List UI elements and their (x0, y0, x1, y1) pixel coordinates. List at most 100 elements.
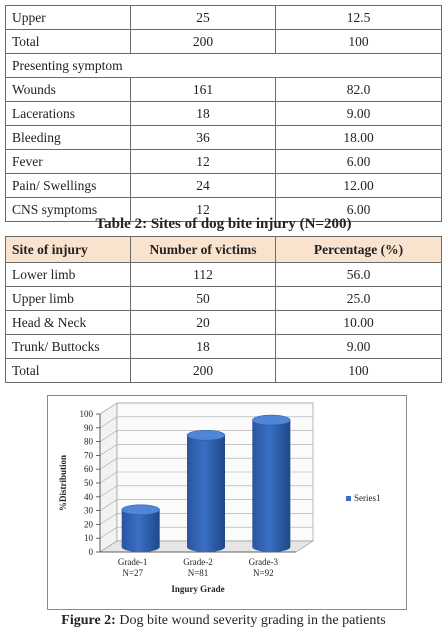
cell-count: 20 (130, 310, 276, 335)
table-row: Trunk/ Buttocks 18 9.00 (5, 334, 442, 359)
bar-chart: 0 10 20 30 40 50 60 70 80 90 100 Grade-1N=27 Grade-2… (58, 402, 381, 594)
x-tick-label: Grade-3 (249, 557, 279, 567)
table-1: Upper 25 12.5 Total 200 100 Presenting s… (5, 5, 442, 222)
x-tick-sublabel: N=81 (188, 568, 209, 578)
bar-grade-2 (187, 435, 225, 552)
table-2-caption: Table 2: Sites of dog bite injury (N=200… (95, 216, 352, 232)
column-header-site: Site of injury (5, 236, 131, 263)
y-tick-label: 80 (84, 437, 94, 447)
table-row: Head & Neck 20 10.00 (5, 310, 442, 335)
cell-percent: 10.00 (275, 310, 442, 335)
table-row: Total 200 100 (5, 29, 442, 54)
gridline (99, 540, 313, 553)
y-tick-label: 10 (84, 533, 94, 543)
cell-label: Pain/ Swellings (5, 173, 131, 198)
cell-site: Lower limb (5, 262, 131, 287)
table-row: Fever 12 6.00 (5, 149, 442, 174)
figure-2-caption: Figure 2: Dog bite wound severity gradin… (0, 612, 447, 630)
bar-top-grade-3 (252, 414, 291, 426)
table-2: Site of injury Number of victims Percent… (5, 236, 442, 383)
cell-label: Bleeding (5, 125, 131, 150)
cell-label: CNS symptoms (5, 197, 131, 222)
table-row: Upper 25 12.5 (5, 5, 442, 30)
cell-percent: 100 (275, 358, 442, 383)
cell-count: 25 (130, 5, 276, 30)
y-axis-title: %Distribution (58, 455, 68, 511)
y-tick-label: 60 (84, 464, 94, 474)
y-tick-label: 0 (89, 547, 94, 557)
cell-count: 24 (130, 173, 276, 198)
table-row: Pain/ Swellings 24 12.00 (5, 173, 442, 198)
cell-percent: 12.5 (275, 5, 442, 30)
gridline (99, 526, 313, 539)
y-tick-label: 100 (80, 409, 94, 419)
gridline (99, 457, 313, 470)
cell-count: 36 (130, 125, 276, 150)
table-row: Upper limb 50 25.0 (5, 286, 442, 311)
bar-top-grade-1 (121, 504, 160, 515)
y-tick-label: 50 (84, 478, 94, 488)
cell-label: Upper (5, 5, 131, 30)
table-header-row: Site of injury Number of victims Percent… (5, 236, 442, 263)
x-tick-label: Grade-2 (183, 557, 212, 567)
gridline (99, 402, 313, 415)
table-row: CNS symptoms 12 6.00 (5, 197, 442, 222)
cell-percent: 6.00 (275, 149, 442, 174)
table-row: Wounds 161 82.0 (5, 77, 442, 102)
cell-count: 50 (130, 286, 276, 311)
cell-count: 200 (130, 29, 276, 54)
y-tick-label: 30 (84, 506, 94, 516)
gridline (99, 471, 313, 484)
cell-percent: 9.00 (275, 334, 442, 359)
y-tick-label: 40 (84, 492, 94, 502)
cell-label: Total (5, 29, 131, 54)
bar-top-grade-2 (186, 429, 226, 441)
section-row: Presenting symptom (5, 53, 442, 78)
cell-site: Head & Neck (5, 310, 131, 335)
cell-site: Upper limb (5, 286, 131, 311)
cell-percent: 56.0 (275, 262, 442, 287)
cell-percent: 18.00 (275, 125, 442, 150)
cell-count: 112 (130, 262, 276, 287)
cell-count: 200 (130, 358, 276, 383)
figure-caption-label: Figure 2: (61, 613, 116, 628)
figure-caption-text: Dog bite wound severity grading in the p… (115, 613, 386, 628)
cell-percent: 82.0 (275, 77, 442, 102)
bar-grade-1 (121, 509, 160, 552)
cell-percent: 100 (275, 29, 442, 54)
y-tick-label: 70 (84, 450, 94, 460)
cell-label: Fever (5, 149, 131, 174)
cell-count: 12 (130, 197, 276, 222)
gridline (99, 416, 313, 429)
x-tick-sublabel: N=27 (122, 568, 143, 578)
figure-2-chart: 0 10 20 30 40 50 60 70 80 90 100 Grade-1 N=27 Grade-2… (47, 395, 407, 610)
gridline (99, 444, 313, 456)
legend-swatch (346, 496, 351, 501)
cell-label: Lacerations (5, 101, 131, 126)
cell-site: Trunk/ Buttocks (5, 334, 131, 359)
cell-percent: 6.00 (275, 197, 442, 222)
cell-site: Total (5, 358, 131, 383)
x-tick-label: Grade-1 (118, 557, 147, 567)
cell-count: 18 (130, 101, 276, 126)
y-tick-label: 20 (84, 519, 94, 529)
cell-percent: 9.00 (275, 101, 442, 126)
x-tick-sublabel: N=92 (253, 568, 274, 578)
cell-label: Wounds (5, 77, 131, 102)
cell-percent: 12.00 (275, 173, 442, 198)
table-row: Bleeding 36 18.00 (5, 125, 442, 150)
legend-entry: Series1 (354, 493, 381, 503)
section-heading: Presenting symptom (5, 53, 442, 78)
gridline (99, 430, 313, 442)
column-header-percent: Percentage (%) (275, 236, 442, 263)
bar-grade-3 (252, 420, 291, 552)
x-axis-title: Ingury Grade (171, 584, 224, 594)
cell-count: 12 (130, 149, 276, 174)
gridline (99, 485, 313, 498)
cell-count: 18 (130, 334, 276, 359)
table-row: Lower limb 112 56.0 (5, 262, 442, 287)
cell-count: 161 (130, 77, 276, 102)
gridline (99, 513, 313, 525)
cell-percent: 25.0 (275, 286, 442, 311)
column-header-count: Number of victims (130, 236, 276, 263)
